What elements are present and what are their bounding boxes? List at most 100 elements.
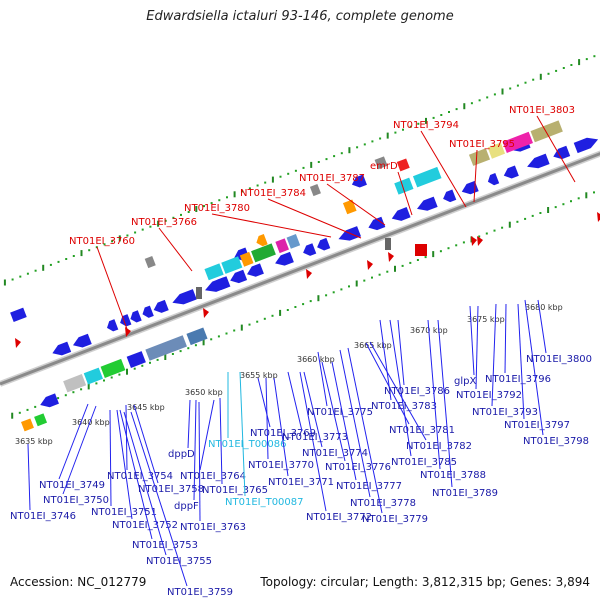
gene-label-bottom: NT01EI_3778 bbox=[350, 498, 416, 509]
tick-mark bbox=[194, 344, 197, 347]
tick-mark bbox=[547, 207, 550, 213]
tick-mark bbox=[126, 234, 129, 237]
tick-mark bbox=[516, 220, 519, 223]
gene-label-bottom: NT01EI_3800 bbox=[526, 354, 592, 365]
tick-mark bbox=[416, 259, 419, 261]
gene-block-outer bbox=[396, 158, 410, 172]
gene-label-top: NT01EI_3794 bbox=[393, 120, 459, 131]
label-leader-line bbox=[116, 409, 133, 520]
tick-mark bbox=[111, 240, 114, 243]
tick-mark bbox=[310, 161, 313, 168]
gene-label-bottom: NT01EI_3769 bbox=[250, 428, 316, 439]
tick-mark bbox=[508, 221, 511, 228]
label-leader-line bbox=[303, 371, 323, 448]
gene-label-bottom: NT01EI_3771 bbox=[268, 477, 334, 488]
label-leader-line bbox=[119, 409, 153, 540]
gene-label-bottom: NT01EI_3759 bbox=[167, 587, 233, 598]
tick-mark bbox=[325, 158, 328, 161]
tick-mark bbox=[333, 155, 336, 158]
tick-mark bbox=[562, 67, 565, 69]
label-leader-line bbox=[491, 303, 497, 407]
gene-box bbox=[196, 287, 202, 299]
gene-label-bottom: dppD bbox=[168, 449, 195, 460]
tick-mark bbox=[340, 288, 343, 291]
callout-arrowhead bbox=[125, 327, 131, 337]
tick-mark bbox=[555, 69, 558, 72]
tick-mark bbox=[264, 181, 267, 184]
label-leader-line bbox=[123, 411, 167, 556]
gene-label-top: NT01EI_3780 bbox=[184, 203, 250, 214]
tick-mark bbox=[348, 147, 351, 154]
gene-label-bottom: NT01EI_3797 bbox=[504, 420, 570, 431]
tick-mark bbox=[340, 152, 343, 155]
tick-mark bbox=[157, 220, 160, 227]
tick-mark bbox=[88, 249, 91, 252]
tick-mark bbox=[585, 192, 588, 199]
label-leader-line bbox=[125, 404, 128, 471]
tick-mark bbox=[149, 225, 152, 228]
label-leader-line bbox=[339, 349, 371, 498]
label-leader-line bbox=[211, 213, 332, 238]
tick-mark bbox=[394, 265, 396, 272]
gene-arrow-forward bbox=[153, 299, 169, 313]
tick-mark bbox=[593, 55, 596, 58]
tick-mark bbox=[149, 361, 151, 364]
gene-arrow-forward bbox=[487, 172, 500, 186]
tick-mark bbox=[379, 137, 382, 140]
tick-mark bbox=[126, 368, 128, 375]
gene-arrow-forward bbox=[130, 310, 142, 323]
tick-mark bbox=[118, 373, 121, 376]
function-block bbox=[145, 335, 187, 361]
gene-arrow-forward bbox=[391, 207, 411, 221]
label-leader-line bbox=[321, 361, 346, 462]
tick-mark bbox=[455, 244, 458, 247]
gene-label-bottom: NT01EI_3793 bbox=[472, 407, 538, 418]
gene-label-bottom: NT01EI_3785 bbox=[391, 457, 457, 468]
tick-mark bbox=[440, 114, 443, 116]
gene-block-outer bbox=[21, 418, 34, 432]
gene-label-top: NT01EI_3795 bbox=[449, 139, 515, 150]
function-block bbox=[251, 243, 276, 263]
tick-mark bbox=[80, 250, 83, 257]
gene-box bbox=[385, 238, 391, 250]
tick-mark bbox=[409, 261, 412, 264]
label-leader-line bbox=[317, 351, 328, 407]
tick-mark bbox=[26, 272, 29, 275]
tick-mark bbox=[531, 214, 534, 217]
gene-label-bottom: NT01EI_3775 bbox=[307, 407, 373, 418]
function-block bbox=[502, 131, 533, 154]
tick-mark bbox=[570, 200, 572, 203]
gene-label-bottom: NT01EI_3783 bbox=[371, 401, 437, 412]
label-leader-line bbox=[537, 299, 547, 354]
gene-label-bottom: NT01EI_3765 bbox=[202, 485, 268, 496]
ruler-label: 3640 kbp bbox=[72, 418, 110, 427]
label-leader-line bbox=[198, 401, 201, 522]
function-block bbox=[100, 358, 126, 379]
ruler-label: 3650 kbp bbox=[185, 388, 223, 397]
tick-mark bbox=[172, 216, 175, 219]
tick-mark bbox=[539, 212, 542, 214]
label-leader-line bbox=[475, 305, 479, 390]
function-block bbox=[342, 199, 357, 215]
tick-mark bbox=[248, 323, 251, 326]
tick-mark bbox=[325, 294, 328, 297]
tick-mark bbox=[356, 146, 359, 149]
tick-mark bbox=[570, 64, 573, 66]
callout-arrowhead bbox=[597, 212, 600, 222]
tick-mark bbox=[532, 78, 535, 81]
tick-mark bbox=[34, 269, 37, 272]
label-leader-line bbox=[347, 347, 383, 514]
tick-mark bbox=[348, 285, 350, 288]
function-block bbox=[186, 327, 208, 346]
gene-arrow-forward bbox=[317, 237, 331, 251]
tick-mark bbox=[363, 143, 366, 146]
tick-mark bbox=[42, 264, 45, 271]
gene-label-bottom: NT01EI_3774 bbox=[302, 448, 368, 459]
tick-mark bbox=[363, 279, 366, 282]
gene-label-bottom: NT01EI_3754 bbox=[107, 471, 173, 482]
gene-label-bottom: NT01EI_3752 bbox=[112, 520, 178, 531]
tick-mark bbox=[425, 117, 427, 124]
gene-label-bottom: NT01EI_3753 bbox=[132, 540, 198, 551]
tick-mark bbox=[493, 229, 496, 232]
function-block bbox=[83, 367, 103, 385]
